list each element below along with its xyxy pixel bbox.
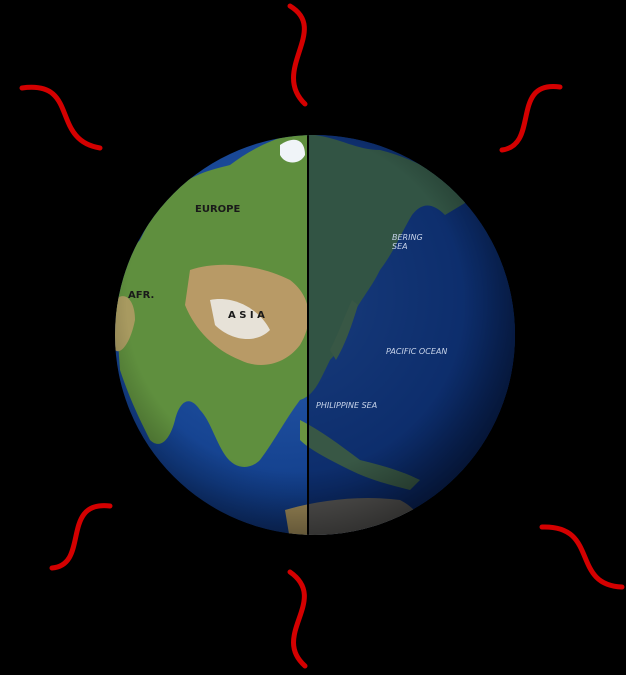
label-africa: AFR. — [128, 290, 154, 301]
squiggle — [287, 569, 308, 669]
label-philippine-sea: PHILIPPINE SEA — [316, 401, 377, 410]
squiggle — [499, 84, 563, 153]
squiggle — [287, 3, 308, 107]
globe-shade — [115, 135, 515, 535]
label-europe: EUROPE — [195, 204, 240, 215]
label-bering-sea: BERING SEA — [392, 233, 423, 251]
label-line: SEA — [392, 242, 408, 251]
label-line: BERING — [392, 233, 423, 242]
label-pacific-ocean: PACIFIC OCEAN — [386, 347, 447, 356]
squiggle — [19, 84, 103, 151]
squiggle — [49, 503, 113, 571]
radiation-squiggles — [19, 3, 625, 669]
squiggle — [539, 524, 625, 590]
label-asia: A S I A — [228, 310, 265, 321]
globe — [115, 135, 515, 535]
